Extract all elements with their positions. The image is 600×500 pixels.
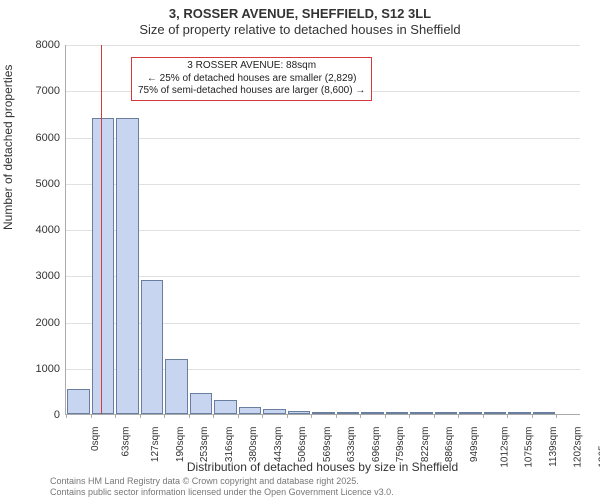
x-tick-label: 886sqm (445, 427, 456, 463)
x-tick-mark (164, 414, 165, 418)
x-tick-label: 1139sqm (547, 427, 558, 467)
x-tick-mark (140, 414, 141, 418)
x-tick-mark (262, 414, 263, 418)
x-tick-mark (311, 414, 312, 418)
y-axis-label: Number of detached properties (1, 65, 15, 230)
histogram-bar (435, 412, 458, 414)
plot-area: 3 ROSSER AVENUE: 88sqm← 25% of detached … (65, 45, 580, 415)
x-tick-mark (238, 414, 239, 418)
x-tick-label: 1202sqm (573, 427, 584, 468)
histogram-bar (459, 412, 482, 414)
x-tick-label: 1012sqm (499, 427, 510, 468)
annotation-line3: 75% of semi-detached houses are larger (… (138, 85, 365, 98)
gridline (66, 45, 580, 46)
x-tick-mark (360, 414, 361, 418)
x-tick-label: 316sqm (224, 427, 235, 463)
x-tick-mark (556, 414, 557, 418)
histogram-bar (386, 412, 409, 414)
histogram-bar (484, 412, 507, 414)
x-tick-mark (189, 414, 190, 418)
histogram-bar (92, 118, 115, 414)
x-tick-label: 506sqm (297, 427, 308, 463)
y-tick-label: 3000 (36, 270, 60, 282)
histogram-bar (533, 412, 556, 414)
chart-title-line1: 3, ROSSER AVENUE, SHEFFIELD, S12 3LL (0, 6, 600, 21)
x-tick-label: 633sqm (346, 427, 357, 463)
x-tick-label: 190sqm (175, 427, 186, 463)
gridline (66, 184, 580, 185)
gridline (66, 138, 580, 139)
histogram-bar (312, 412, 335, 414)
y-tick-label: 1000 (36, 363, 60, 375)
histogram-bar (410, 412, 433, 414)
x-tick-mark (507, 414, 508, 418)
y-tick-label: 7000 (36, 85, 60, 97)
x-tick-mark (532, 414, 533, 418)
x-tick-label: 1075sqm (524, 427, 535, 468)
histogram-bar (337, 412, 360, 414)
histogram-bar (263, 409, 286, 414)
chart-container: 3, ROSSER AVENUE, SHEFFIELD, S12 3LL Siz… (0, 0, 600, 500)
histogram-bar (508, 412, 531, 414)
x-tick-mark (66, 414, 67, 418)
x-tick-label: 253sqm (199, 427, 210, 463)
x-tick-mark (385, 414, 386, 418)
x-tick-mark (434, 414, 435, 418)
annotation-box: 3 ROSSER AVENUE: 88sqm← 25% of detached … (131, 57, 372, 101)
histogram-bar (239, 407, 262, 414)
footer-line2: Contains public sector information licen… (50, 487, 394, 498)
x-tick-mark (336, 414, 337, 418)
x-tick-label: 443sqm (273, 427, 284, 463)
x-tick-label: 569sqm (322, 427, 333, 463)
histogram-bar (141, 280, 164, 414)
x-tick-mark (409, 414, 410, 418)
annotation-line1: 3 ROSSER AVENUE: 88sqm (138, 60, 365, 73)
x-tick-label: 949sqm (469, 427, 480, 463)
x-tick-label: 380sqm (248, 427, 259, 463)
y-tick-label: 2000 (36, 317, 60, 329)
x-tick-label: 759sqm (395, 427, 406, 463)
x-tick-mark (287, 414, 288, 418)
x-tick-label: 696sqm (371, 427, 382, 463)
x-tick-mark (91, 414, 92, 418)
annotation-line2: ← 25% of detached houses are smaller (2,… (138, 73, 365, 86)
gridline (66, 230, 580, 231)
histogram-bar (165, 359, 188, 415)
x-tick-mark (213, 414, 214, 418)
histogram-bar (288, 411, 311, 414)
histogram-bar (361, 412, 384, 414)
property-marker-line (101, 45, 102, 414)
histogram-bar (67, 389, 90, 414)
x-tick-label: 822sqm (420, 427, 431, 463)
histogram-bar (190, 393, 213, 414)
footer-line1: Contains HM Land Registry data © Crown c… (50, 476, 394, 487)
x-tick-mark (115, 414, 116, 418)
x-tick-label: 63sqm (120, 427, 131, 457)
y-tick-label: 0 (54, 409, 60, 421)
histogram-bar (116, 118, 139, 414)
chart-title-line2: Size of property relative to detached ho… (0, 22, 600, 37)
y-tick-label: 5000 (36, 178, 60, 190)
y-tick-label: 6000 (36, 132, 60, 144)
footer: Contains HM Land Registry data © Crown c… (50, 476, 394, 498)
x-tick-mark (483, 414, 484, 418)
y-tick-label: 8000 (36, 39, 60, 51)
x-tick-label: 127sqm (150, 427, 161, 463)
histogram-bar (214, 400, 237, 414)
gridline (66, 276, 580, 277)
y-tick-label: 4000 (36, 224, 60, 236)
x-tick-mark (458, 414, 459, 418)
x-tick-label: 0sqm (90, 427, 101, 451)
